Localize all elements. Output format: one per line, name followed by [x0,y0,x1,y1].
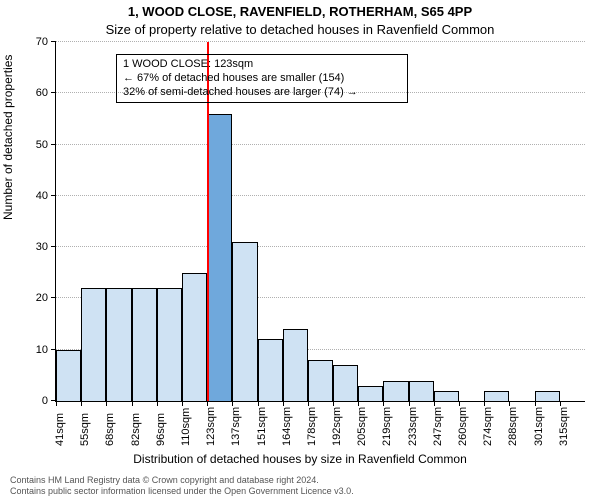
xtick [434,401,435,406]
xtick [459,401,460,406]
xtick-label: 288sqm [507,407,519,446]
xtick [333,401,334,406]
chart-title: 1, WOOD CLOSE, RAVENFIELD, ROTHERHAM, S6… [0,4,600,19]
histogram-bar [434,391,459,401]
xtick [106,401,107,406]
xtick [509,401,510,406]
xtick-label: 96sqm [155,413,167,446]
gridline [56,195,585,196]
histogram-bar [333,365,358,401]
chart-subtitle: Size of property relative to detached ho… [0,22,600,37]
xtick-label: 110sqm [180,408,192,446]
xtick [56,401,57,406]
xtick-label: 274sqm [482,407,494,446]
xtick [132,401,133,406]
xtick [283,401,284,406]
x-axis-label: Distribution of detached houses by size … [0,452,600,466]
histogram-bar [283,329,308,401]
annotation-line-2: ← 67% of detached houses are smaller (15… [123,72,401,86]
xtick-label: 82sqm [130,413,142,446]
ytick-label: 70 [36,36,56,48]
histogram-bar [81,288,106,401]
xtick-label: 68sqm [104,413,116,446]
histogram-bar [484,391,509,401]
xtick [81,401,82,406]
footer-line-1: Contains HM Land Registry data © Crown c… [10,475,354,485]
gridline [56,41,585,42]
histogram-bar [56,350,81,401]
plot-area: 01020304050607041sqm55sqm68sqm82sqm96sqm… [55,42,585,402]
histogram-bar [258,339,283,401]
histogram-bar [409,381,434,402]
histogram-bar [232,242,257,401]
xtick [560,401,561,406]
xtick-label: 164sqm [281,407,293,446]
ytick-label: 60 [36,87,56,99]
footer-line-2: Contains public sector information licen… [10,486,354,496]
xtick [358,401,359,406]
ytick-label: 40 [36,190,56,202]
xtick-label: 205sqm [356,407,368,446]
ytick-label: 50 [36,139,56,151]
histogram-bar [383,381,408,402]
xtick-label: 192sqm [331,407,343,446]
footer-attribution: Contains HM Land Registry data © Crown c… [10,475,354,496]
histogram-bar [308,360,333,401]
ytick-label: 0 [42,395,56,407]
annotation-line-1: 1 WOOD CLOSE: 123sqm [123,58,401,72]
histogram-bar [157,288,182,401]
xtick [535,401,536,406]
xtick-label: 55sqm [79,413,91,446]
histogram-bar [207,114,232,401]
ytick-label: 10 [36,344,56,356]
xtick [258,401,259,406]
histogram-bar [132,288,157,401]
chart-container: 1, WOOD CLOSE, RAVENFIELD, ROTHERHAM, S6… [0,0,600,500]
xtick [157,401,158,406]
xtick-label: 219sqm [381,407,393,446]
xtick [182,401,183,406]
annotation-box: 1 WOOD CLOSE: 123sqm ← 67% of detached h… [116,54,408,103]
xtick-label: 151sqm [256,407,268,446]
xtick-label: 41sqm [54,413,66,446]
xtick [484,401,485,406]
xtick-label: 260sqm [457,407,469,446]
xtick-label: 178sqm [306,407,318,446]
xtick-label: 315sqm [558,407,570,446]
xtick [409,401,410,406]
xtick-label: 233sqm [407,407,419,446]
ytick-label: 30 [36,241,56,253]
xtick [308,401,309,406]
xtick [207,401,208,406]
histogram-bar [535,391,560,401]
xtick [383,401,384,406]
xtick-label: 247sqm [432,407,444,446]
ytick-label: 20 [36,292,56,304]
histogram-bar [182,273,207,401]
gridline [56,144,585,145]
histogram-bar [358,386,383,401]
xtick-label: 123sqm [205,407,217,446]
histogram-bar [106,288,131,401]
xtick-label: 137sqm [230,407,242,446]
gridline [56,246,585,247]
y-axis-label: Number of detached properties [1,55,15,220]
xtick-label: 301sqm [533,407,545,446]
annotation-line-3: 32% of semi-detached houses are larger (… [123,86,401,100]
xtick [232,401,233,406]
